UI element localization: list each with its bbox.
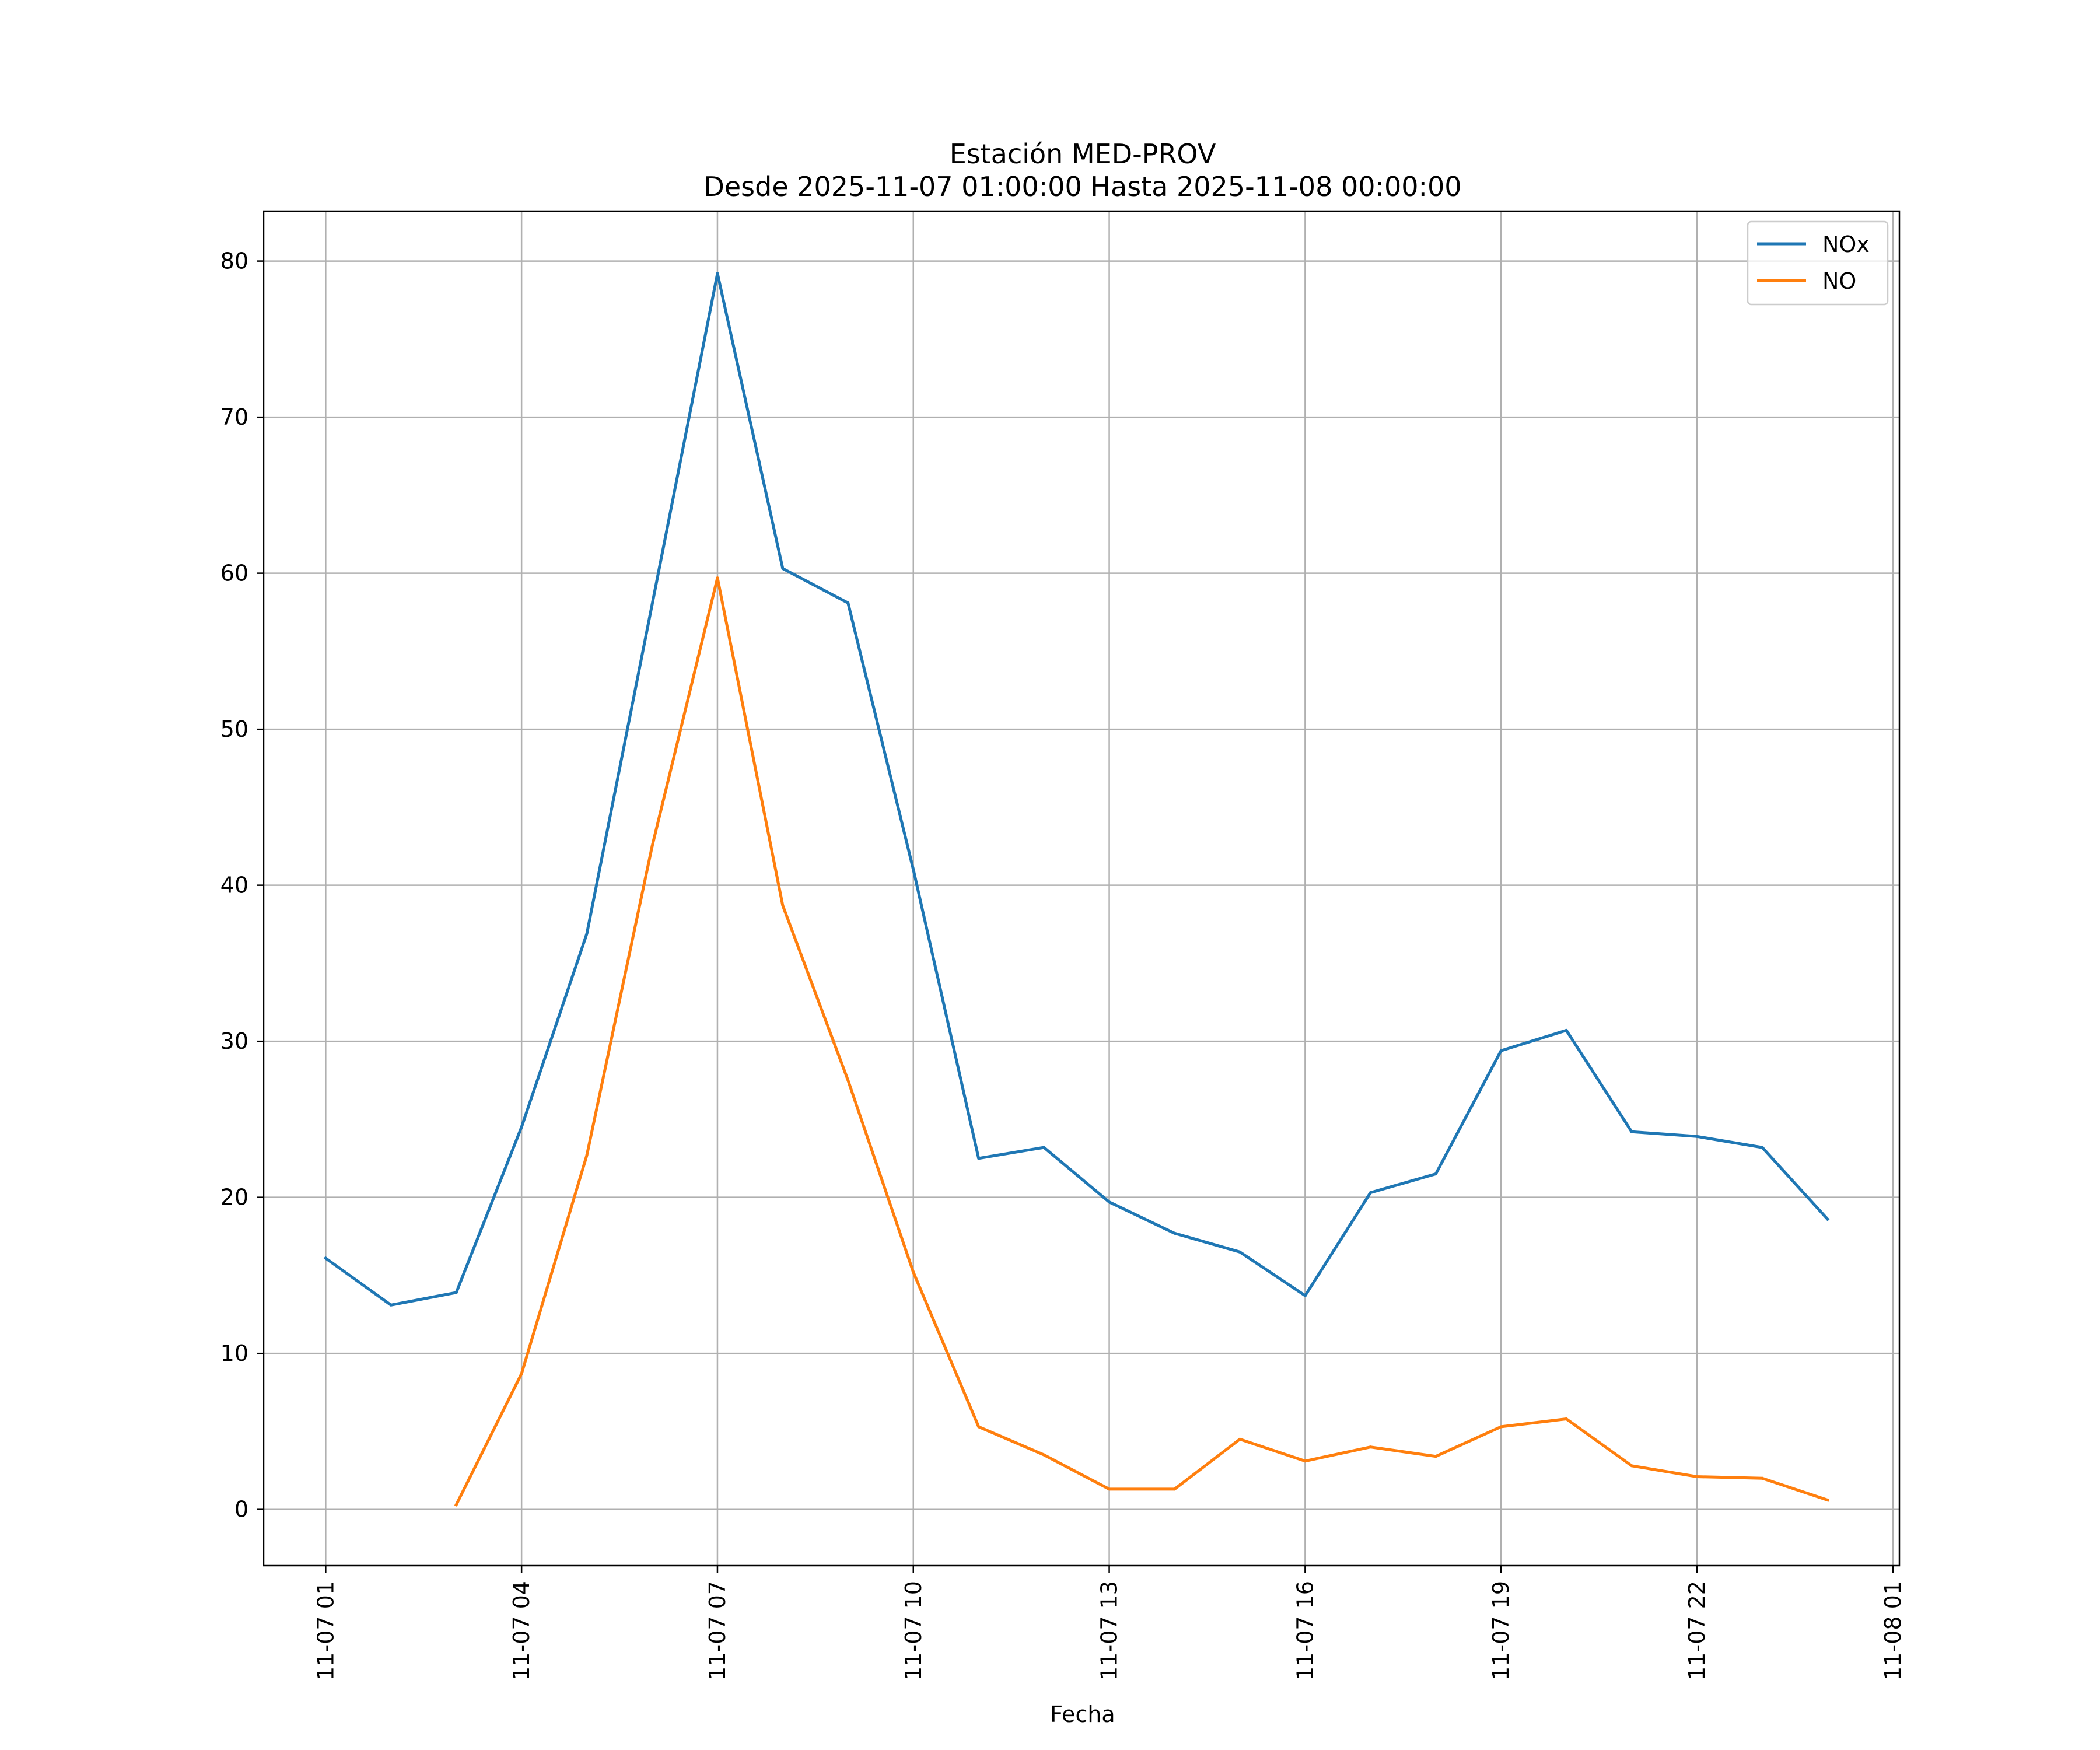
- data-point-nox: [716, 272, 719, 275]
- data-point-nox: [1564, 1028, 1568, 1032]
- x-tick-label: 11-07 16: [1292, 1581, 1318, 1681]
- x-tick-label: 11-08 01: [1880, 1581, 1906, 1681]
- data-point-nox: [1499, 1049, 1503, 1052]
- data-point-nox: [781, 567, 785, 570]
- data-point-no: [1564, 1418, 1568, 1421]
- data-point-nox: [1826, 1217, 1829, 1221]
- data-point-no: [650, 845, 654, 848]
- x-tick-label: 11-07 01: [313, 1581, 338, 1681]
- data-point-nox: [1695, 1135, 1699, 1138]
- grid: [264, 211, 1899, 1566]
- series-no: [454, 576, 1830, 1507]
- data-point-nox: [324, 1256, 327, 1260]
- y-tick-label: 0: [235, 1497, 249, 1522]
- data-point-no: [912, 1270, 915, 1274]
- data-point-nox: [1173, 1231, 1177, 1235]
- legend-item: NO: [1757, 268, 1856, 294]
- y-tick-label: 80: [220, 249, 249, 274]
- data-point-no: [1042, 1453, 1046, 1457]
- data-point-no: [1368, 1446, 1372, 1449]
- data-point-nox: [1238, 1250, 1241, 1254]
- chart-title-line2: Desde 2025-11-07 01:00:00 Hasta 2025-11-…: [704, 171, 1461, 202]
- data-point-no: [977, 1425, 981, 1429]
- legend: NOx NO: [1746, 220, 1889, 306]
- data-point-no: [1630, 1464, 1633, 1468]
- data-point-no: [1108, 1488, 1111, 1491]
- data-point-nox: [454, 1291, 458, 1294]
- data-point-nox: [650, 603, 654, 606]
- data-point-nox: [1108, 1200, 1111, 1204]
- x-tick-label: 11-07 04: [509, 1581, 534, 1681]
- plot-frame: [262, 210, 1901, 1567]
- data-point-no: [781, 904, 785, 907]
- data-point-nox: [1630, 1130, 1633, 1133]
- x-axis-label: Fecha: [1050, 1702, 1115, 1727]
- data-point-no: [1434, 1455, 1437, 1458]
- series-line-nox: [323, 272, 1830, 1307]
- data-point-nox: [1368, 1191, 1372, 1195]
- x-tick-label: 11-07 07: [705, 1581, 730, 1681]
- y-tick-label: 60: [220, 561, 249, 586]
- data-point-nox: [389, 1303, 393, 1307]
- data-point-no: [1173, 1488, 1177, 1491]
- x-tick-label: 11-07 13: [1097, 1581, 1122, 1681]
- y-tick-label: 20: [220, 1185, 249, 1210]
- legend-label: NO: [1822, 268, 1856, 294]
- data-point-no: [1760, 1476, 1764, 1480]
- y-tick-label: 10: [220, 1340, 249, 1366]
- data-point-nox: [912, 868, 915, 872]
- legend-item: NOx: [1757, 232, 1870, 257]
- data-point-nox: [585, 932, 589, 936]
- data-point-no: [1826, 1499, 1829, 1502]
- data-point-no: [454, 1503, 458, 1507]
- data-point-nox: [1760, 1146, 1764, 1149]
- x-tick-label: 11-07 10: [901, 1581, 926, 1681]
- data-point-nox: [977, 1157, 981, 1160]
- data-point-nox: [846, 601, 850, 604]
- y-tick-label: 70: [220, 404, 249, 430]
- legend-label: NOx: [1822, 232, 1870, 257]
- x-tick-label: 11-07 19: [1488, 1581, 1514, 1681]
- data-point-no: [585, 1153, 589, 1157]
- chart-title-line1: Estación MED-PROV: [950, 138, 1216, 170]
- data-point-no: [846, 1079, 850, 1082]
- data-point-no: [1499, 1425, 1503, 1429]
- data-point-no: [1695, 1475, 1699, 1479]
- y-tick-label: 40: [220, 873, 249, 898]
- series-nox: [323, 272, 1830, 1307]
- data-point-nox: [1042, 1146, 1046, 1149]
- data-point-no: [520, 1372, 523, 1376]
- series-layer: [323, 272, 1830, 1507]
- data-point-no: [1303, 1460, 1307, 1463]
- x-tick-label: 11-07 22: [1684, 1581, 1710, 1681]
- data-point-no: [716, 576, 719, 580]
- data-point-nox: [520, 1125, 523, 1129]
- axis-ticks: 11-07 01 11-07 04 11-07 07 11-07 10 11-07 13…: [220, 249, 1906, 1681]
- data-point-nox: [1303, 1294, 1307, 1297]
- data-point-nox: [1434, 1172, 1437, 1176]
- data-point-no: [1238, 1437, 1241, 1441]
- y-tick-label: 30: [220, 1028, 249, 1054]
- series-line-no: [454, 576, 1830, 1507]
- y-tick-label: 50: [220, 716, 249, 742]
- chart-title: Estación MED-PROV Desde 2025-11-07 01:00…: [704, 138, 1461, 202]
